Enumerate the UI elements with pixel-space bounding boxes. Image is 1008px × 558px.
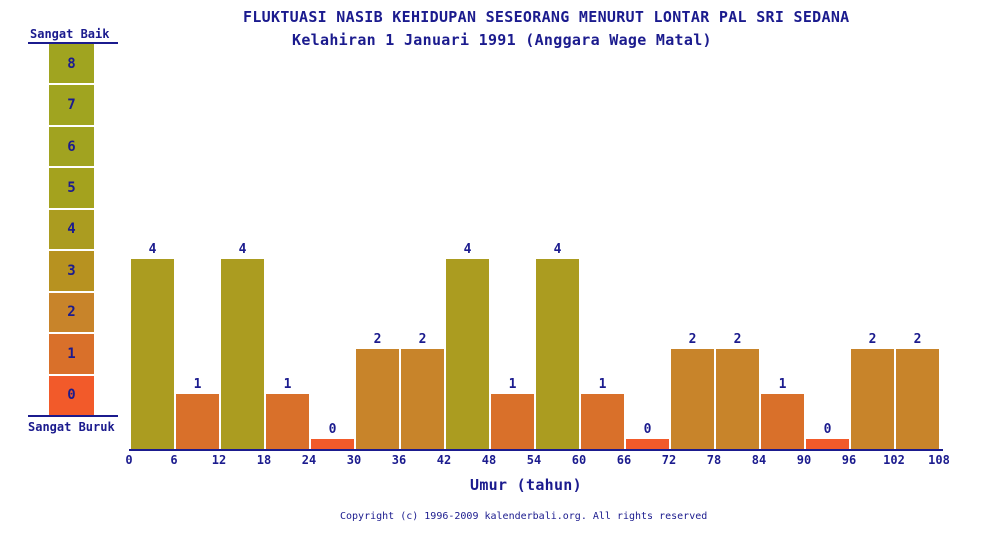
x-tick-36: 36 — [391, 453, 407, 467]
legend-cell-7: 7 — [49, 85, 94, 127]
legend-cell-2: 2 — [49, 292, 94, 335]
bar-age-48-54 — [491, 394, 534, 449]
x-tick-6: 6 — [170, 453, 178, 467]
bar-age-30-36 — [356, 349, 399, 449]
x-tick-78: 78 — [706, 453, 722, 467]
bar-value-label: 4 — [238, 242, 247, 257]
legend-cell-1: 1 — [49, 334, 94, 376]
x-tick-0: 0 — [125, 453, 133, 467]
x-tick-48: 48 — [481, 453, 497, 467]
bar-age-42-48 — [446, 259, 489, 449]
bar-value-label: 2 — [373, 332, 382, 347]
x-tick-18: 18 — [256, 453, 272, 467]
bar-value-label: 0 — [328, 422, 337, 437]
legend-label-sangat-baik: Sangat Baik — [30, 27, 110, 41]
bar-value-label: 0 — [643, 422, 652, 437]
bar-value-label: 1 — [193, 377, 202, 392]
bar-value-label: 1 — [778, 377, 787, 392]
bar-age-72-78 — [671, 349, 714, 449]
x-tick-90: 90 — [796, 453, 812, 467]
bar-age-24-30 — [311, 439, 354, 449]
x-tick-102: 102 — [883, 453, 905, 467]
bar-value-label: 2 — [913, 332, 922, 347]
x-axis-line — [129, 449, 943, 451]
x-tick-66: 66 — [616, 453, 632, 467]
legend-label-sangat-buruk: Sangat Buruk — [28, 420, 115, 434]
legend-cell-6: 6 — [49, 126, 94, 169]
bar-age-12-18 — [221, 259, 264, 449]
legend-bottom-rule — [28, 415, 118, 417]
x-tick-54: 54 — [526, 453, 542, 467]
bar-value-label: 4 — [463, 242, 472, 257]
bar-age-6-12 — [176, 394, 219, 449]
bar-value-label: 2 — [733, 332, 742, 347]
bar-age-36-42 — [401, 349, 444, 449]
bar-age-84-90 — [761, 394, 804, 449]
bar-value-label: 2 — [688, 332, 697, 347]
bar-value-label: 1 — [598, 377, 607, 392]
chart-title: FLUKTUASI NASIB KEHIDUPAN SESEORANG MENU… — [243, 8, 850, 26]
legend-cell-0: 0 — [49, 375, 94, 415]
bar-age-60-66 — [581, 394, 624, 449]
x-tick-30: 30 — [346, 453, 362, 467]
legend-cell-4: 4 — [49, 209, 94, 252]
bar-age-78-84 — [716, 349, 759, 449]
legend-top-rule — [28, 42, 118, 44]
x-tick-24: 24 — [301, 453, 317, 467]
bar-age-96-102 — [851, 349, 894, 449]
bar-value-label: 4 — [553, 242, 562, 257]
bar-value-label: 2 — [418, 332, 427, 347]
x-tick-72: 72 — [661, 453, 677, 467]
x-tick-96: 96 — [841, 453, 857, 467]
x-axis-title: Umur (tahun) — [470, 476, 582, 494]
bar-value-label: 0 — [823, 422, 832, 437]
x-tick-12: 12 — [211, 453, 227, 467]
bar-age-18-24 — [266, 394, 309, 449]
x-tick-60: 60 — [571, 453, 587, 467]
bar-age-54-60 — [536, 259, 579, 449]
legend-cell-5: 5 — [49, 168, 94, 210]
legend-cell-3: 3 — [49, 251, 94, 293]
bar-value-label: 4 — [148, 242, 157, 257]
bar-value-label: 1 — [283, 377, 292, 392]
x-tick-84: 84 — [751, 453, 767, 467]
bar-age-102-108 — [896, 349, 939, 449]
bar-age-90-96 — [806, 439, 849, 449]
chart-subtitle: Kelahiran 1 Januari 1991 (Anggara Wage M… — [292, 31, 712, 49]
bar-age-0-6 — [131, 259, 174, 449]
x-tick-42: 42 — [436, 453, 452, 467]
x-tick-108: 108 — [928, 453, 950, 467]
bar-value-label: 1 — [508, 377, 517, 392]
bar-age-66-72 — [626, 439, 669, 449]
copyright-text: Copyright (c) 1996-2009 kalenderbali.org… — [340, 511, 708, 522]
bar-value-label: 2 — [868, 332, 877, 347]
legend-cell-8: 8 — [49, 44, 94, 86]
